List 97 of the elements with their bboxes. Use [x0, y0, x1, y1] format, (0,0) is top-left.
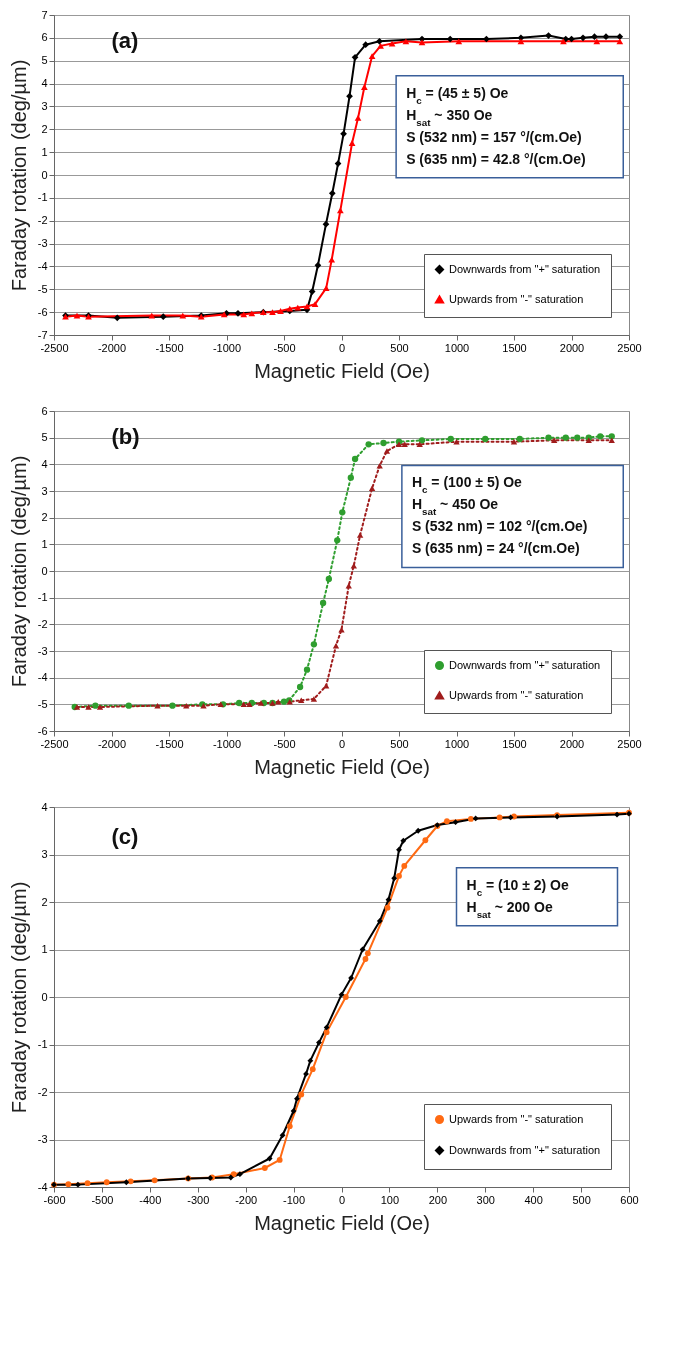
x-tick-label: 2000 — [559, 737, 585, 750]
y-tick-label: -5 — [37, 282, 48, 295]
y-tick-label: 3 — [41, 99, 48, 112]
annotation: H$_{sat}$ ~ 350 Oe — [406, 106, 493, 128]
y-tick-label: 2 — [41, 511, 48, 524]
x-axis-title: Magnetic Field (Oe) — [254, 359, 430, 382]
y-tick-label: 5 — [41, 431, 48, 444]
x-tick-label: 1000 — [444, 737, 470, 750]
y-tick-label: -1 — [37, 591, 48, 604]
y-tick-label: -5 — [37, 697, 48, 710]
x-tick-label: -400 — [139, 1193, 162, 1206]
x-tick-label: -500 — [273, 341, 296, 354]
x-tick-label: -1000 — [212, 341, 242, 354]
y-tick-label: 1 — [41, 145, 48, 158]
y-tick-label: -3 — [37, 237, 48, 250]
y-axis-title: Faraday rotation (deg/µm) — [7, 59, 30, 292]
y-tick-label: 0 — [41, 564, 48, 577]
x-tick-label: 300 — [476, 1193, 495, 1206]
x-tick-label: 500 — [390, 737, 409, 750]
annotation: H$_{c}$ = (10 ± 2) Oe — [466, 876, 569, 898]
y-tick-label: 4 — [41, 800, 48, 813]
y-tick-label: -6 — [37, 724, 48, 737]
x-axis-title: Magnetic Field (Oe) — [254, 1211, 430, 1234]
annotation: S (635 nm) = 24 °/(cm.Oe) — [411, 540, 580, 557]
x-tick-label: -1000 — [212, 737, 242, 750]
y-tick-label: -4 — [37, 671, 48, 684]
y-tick-label: 4 — [41, 457, 48, 470]
y-tick-label: -7 — [37, 328, 48, 341]
x-tick-label: 200 — [428, 1193, 448, 1206]
x-tick-label: -200 — [235, 1193, 258, 1206]
y-tick-label: 5 — [41, 54, 48, 67]
legend-label: Downwards from "+" saturation — [449, 262, 601, 275]
x-tick-label: 2500 — [617, 341, 642, 354]
y-tick-label: -1 — [37, 1038, 48, 1050]
x-tick-label: 0 — [338, 341, 346, 354]
y-tick-label: -3 — [37, 644, 48, 657]
y-tick-label: -4 — [37, 1180, 48, 1193]
y-axis-title: Faraday rotation (deg/µm) — [7, 455, 30, 688]
y-tick-label: 6 — [41, 404, 48, 417]
x-tick-label: 1500 — [502, 341, 527, 354]
x-tick-label: -100 — [283, 1193, 306, 1206]
annotation: H$_{c}$ = (45 ± 5) Oe — [406, 84, 509, 106]
annotation: S (532 nm) = 157 °/(cm.Oe) — [406, 128, 582, 145]
legend-label: Downwards from "+" saturation — [449, 658, 601, 671]
legend-label: Downwards from "+" saturation — [449, 1143, 601, 1156]
x-tick-label: -2500 — [40, 341, 69, 354]
x-tick-label: -500 — [91, 1193, 114, 1206]
x-tick-label: 400 — [524, 1193, 543, 1206]
x-tick-label: 500 — [390, 341, 409, 354]
x-tick-label: 500 — [572, 1193, 591, 1206]
x-tick-label: 600 — [620, 1193, 639, 1206]
y-tick-label: 2 — [41, 895, 48, 908]
y-axis-title: Faraday rotation (deg/µm) — [7, 881, 30, 1114]
annotation: S (532 nm) = 102 °/(cm.Oe) — [411, 518, 588, 535]
x-tick-label: 0 — [338, 1193, 346, 1206]
x-tick-label: -500 — [273, 737, 296, 750]
x-tick-label: 1000 — [444, 341, 470, 354]
x-tick-label: -2000 — [97, 737, 127, 750]
y-tick-label: 2 — [41, 122, 48, 135]
y-tick-label: 1 — [41, 537, 48, 550]
annotation: H$_{sat}$ ~ 200 Oe — [466, 898, 553, 920]
legend-label: Upwards from "-" saturation — [449, 1112, 584, 1125]
y-tick-label: 1 — [41, 943, 48, 955]
y-tick-label: -1 — [37, 191, 48, 204]
y-tick-label: -3 — [37, 1133, 48, 1145]
x-tick-label: -1500 — [155, 737, 184, 750]
y-tick-label: -6 — [37, 305, 48, 318]
x-tick-label: -2500 — [40, 737, 69, 750]
x-tick-label: 100 — [380, 1193, 400, 1206]
x-tick-label: 0 — [338, 737, 346, 750]
x-tick-label: -300 — [187, 1193, 210, 1206]
x-axis-title: Magnetic Field (Oe) — [254, 755, 430, 778]
y-tick-label: 3 — [41, 484, 48, 497]
annotation: H$_{sat}$ ~ 450 Oe — [411, 496, 499, 517]
x-tick-label: -1500 — [155, 341, 184, 354]
y-tick-label: -2 — [37, 617, 48, 630]
legend-label: Upwards from "-" saturation — [449, 688, 584, 701]
y-tick-label: -2 — [37, 1085, 48, 1098]
y-tick-label: -2 — [37, 214, 48, 227]
annotation: H$_{c}$ = (100 ± 5) Oe — [411, 474, 523, 495]
annotation: S (635 nm) = 42.8 °/(cm.Oe) — [406, 150, 586, 167]
text: (b) — [111, 423, 140, 449]
x-tick-label: 2500 — [617, 737, 642, 750]
x-tick-label: 1500 — [502, 737, 527, 750]
text: (a) — [111, 27, 139, 53]
y-tick-label: 4 — [41, 77, 48, 90]
y-tick-label: 0 — [41, 168, 48, 181]
y-tick-label: -4 — [37, 259, 48, 272]
x-tick-label: 2000 — [559, 341, 585, 354]
x-tick-label: -2000 — [97, 341, 127, 354]
x-tick-label: -600 — [43, 1193, 66, 1206]
y-tick-label: 6 — [41, 31, 48, 44]
legend-label: Upwards from "-" saturation — [449, 292, 584, 305]
y-tick-label: 3 — [41, 848, 48, 860]
y-tick-label: 0 — [41, 990, 48, 1003]
text: (c) — [111, 824, 139, 850]
y-tick-label: 7 — [41, 8, 48, 21]
